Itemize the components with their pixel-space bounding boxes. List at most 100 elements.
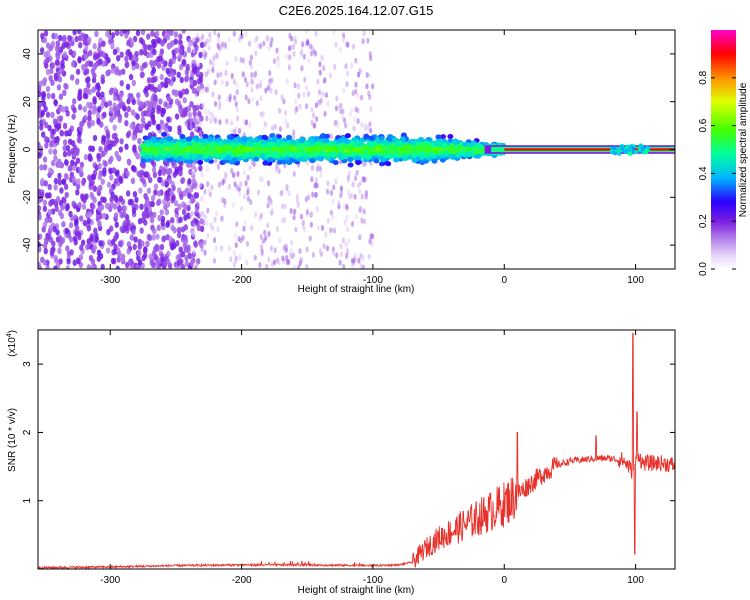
spectrogram-cell	[315, 116, 319, 123]
spectrogram-cell	[262, 40, 266, 47]
spectrogram-cell	[335, 95, 339, 102]
spectrogram-cell	[68, 210, 73, 218]
spectrogram-cell	[92, 96, 97, 103]
spectrogram-cell	[300, 65, 304, 72]
spectrogram-cell	[308, 235, 312, 242]
spectrogram-cell	[305, 30, 309, 35]
spectrogram-cell	[248, 137, 255, 143]
spectrogram-cell	[323, 77, 327, 84]
spectrogram-cell	[289, 239, 294, 246]
spectrogram-cell	[50, 208, 56, 215]
spectrogram-cell	[172, 227, 177, 234]
spectrogram-cell	[248, 164, 252, 171]
spectrogram-cell	[197, 159, 204, 165]
spectrogram-cell	[351, 43, 356, 50]
spectrogram-cell	[47, 183, 52, 191]
spectrogram-cell	[259, 95, 263, 102]
spectrogram-cell	[161, 131, 168, 137]
spectrogram-cell	[347, 237, 351, 244]
spectrogram-cell	[101, 51, 106, 58]
spectrogram-cell	[82, 39, 88, 46]
colorbar-label: Normalized spectral amplitude	[738, 82, 749, 217]
spectrogram-cell	[74, 35, 79, 43]
spectrogram-cell	[249, 198, 253, 205]
spectrogram-cell	[165, 258, 171, 265]
spectrogram-cell	[174, 207, 179, 215]
spectrogram-cell	[272, 259, 277, 266]
spectrogram-cell	[43, 135, 49, 143]
spectrogram-cell	[266, 202, 270, 209]
spectrogram-cell	[228, 135, 235, 141]
spectrogram-cell	[61, 106, 66, 113]
spectrogram-cell	[420, 146, 427, 152]
spectrogram-cell	[342, 263, 346, 269]
spectrogram-cell	[126, 39, 131, 47]
spectrogram-cell	[110, 67, 115, 74]
spectrogram-cell	[101, 212, 107, 219]
spectrogram-cell	[159, 48, 165, 55]
spectrogram-cell	[124, 119, 129, 127]
spectrogram-cell	[68, 221, 74, 229]
spectrogram-cell	[138, 101, 143, 108]
spectrogram-cell	[91, 173, 97, 181]
spectrogram-cell	[200, 195, 204, 202]
spectrogram-x-tick-label: -200	[232, 275, 252, 286]
spectrogram-cell	[178, 107, 183, 114]
spectrogram-cell	[64, 130, 69, 137]
spectrogram-cell	[285, 185, 289, 192]
spectrogram-cell	[57, 234, 63, 242]
spectrogram-cell	[199, 149, 206, 155]
spectrogram-cell	[187, 252, 192, 260]
spectrogram-cell	[38, 205, 42, 212]
spectrogram-cell	[157, 176, 162, 183]
spectrogram-cell	[125, 170, 130, 178]
spectrogram-cell	[184, 69, 190, 76]
spectrogram-cell	[461, 141, 468, 147]
spectrogram-cell	[107, 144, 113, 151]
spectrogram-cell	[48, 148, 53, 155]
spectrogram-cell	[271, 136, 278, 142]
spectrogram-cell	[320, 224, 325, 231]
spectrogram-cell	[366, 37, 370, 44]
spectrogram-cell	[74, 149, 80, 157]
colorbar-tick-label: 0.0	[698, 262, 709, 276]
spectrogram-cell	[346, 145, 353, 151]
spectrogram-cell	[362, 176, 366, 183]
spectrogram-cell	[267, 180, 271, 187]
spectrogram-cell	[112, 87, 118, 94]
spectrogram-cell	[111, 238, 116, 246]
spectrogram-cell	[127, 92, 132, 100]
spectrogram-cell	[347, 162, 354, 168]
spectrogram-cell	[75, 68, 81, 75]
spectrogram-cell	[272, 150, 279, 156]
spectrogram-cell	[165, 201, 171, 208]
spectrogram-cell	[299, 138, 306, 144]
spectrogram-cell	[357, 71, 361, 78]
spectrogram-cell	[415, 148, 422, 154]
spectrogram-cell	[337, 199, 341, 206]
spectrogram-cell	[249, 63, 254, 70]
spectrogram-cell	[291, 43, 296, 50]
spectrogram-cell	[169, 149, 176, 155]
spectrogram-cell	[97, 162, 102, 170]
spectrogram-cell	[239, 181, 243, 188]
spectrogram-cell	[47, 192, 52, 199]
spectrogram-cell	[50, 159, 56, 167]
spectrogram-cell	[205, 219, 209, 226]
spectrogram-cell	[235, 146, 242, 152]
spectrogram-cell	[184, 76, 189, 83]
spectrogram-cell	[53, 99, 58, 106]
spectrogram-cell	[339, 144, 346, 150]
spectrogram-cell	[59, 129, 64, 137]
spectrogram-cell	[327, 146, 334, 152]
spectrogram-cell	[310, 210, 314, 217]
spectrogram-cell	[268, 69, 272, 76]
spectrogram-cell	[110, 257, 116, 265]
spectrogram-cell	[148, 211, 154, 218]
spectrogram-cell	[199, 71, 204, 79]
spectrogram-cell	[320, 54, 324, 61]
spectrogram-cell	[229, 256, 233, 263]
spectrogram-cell	[269, 245, 273, 252]
spectrogram-y-tick-label: -20	[22, 190, 33, 205]
